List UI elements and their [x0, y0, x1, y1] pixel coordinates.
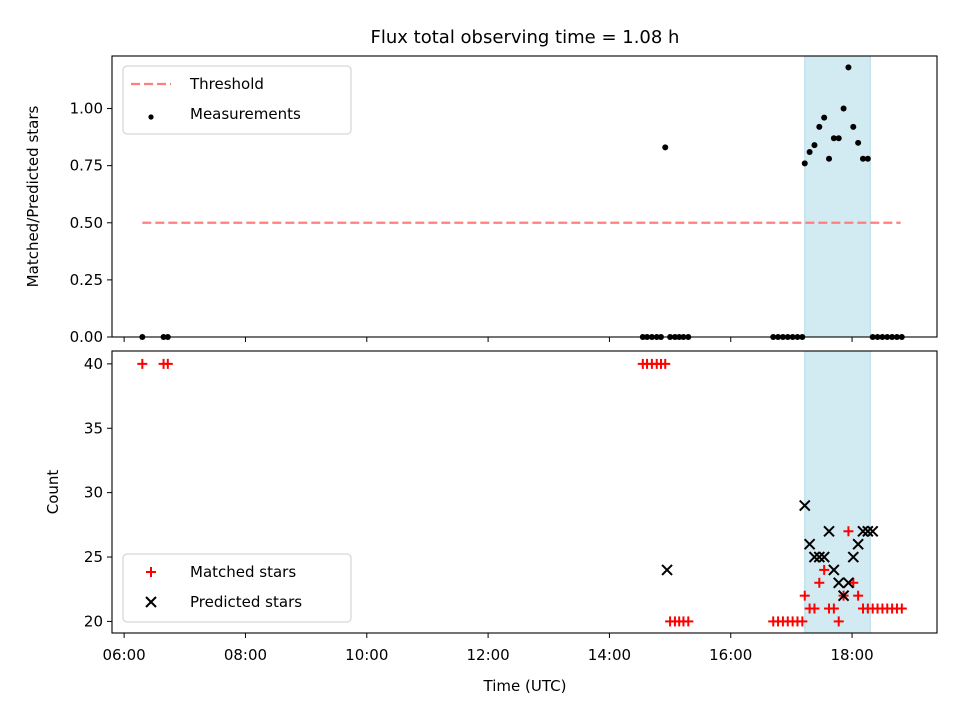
y-tick-label: 20 — [84, 612, 103, 630]
y-tick-label: 25 — [84, 548, 103, 566]
y-tick-label: 30 — [84, 484, 103, 502]
x-tick-label: 16:00 — [709, 646, 752, 664]
matched-star-point — [162, 358, 173, 369]
measurement-point — [816, 123, 823, 130]
x-tick-label: 14:00 — [588, 646, 631, 664]
measurement-point — [845, 64, 852, 71]
x-tick-label: 06:00 — [103, 646, 146, 664]
measurement-point — [855, 139, 862, 146]
measurement-point — [850, 123, 857, 130]
y-axis-label: Matched/Predicted stars — [24, 106, 42, 288]
legend: Threshold Measurements — [122, 65, 352, 135]
predicted-star-point — [818, 551, 830, 563]
measurement-point — [806, 148, 813, 155]
predicted-star-point — [823, 525, 835, 537]
matched-star-point — [833, 616, 844, 627]
measurement-point — [811, 142, 818, 149]
legend-matched-swatch — [146, 567, 156, 577]
measurement-point — [801, 160, 808, 167]
matched-star-point — [819, 564, 830, 575]
legend-label: Predicted stars — [190, 593, 302, 611]
y-axis-label: Count — [44, 470, 62, 515]
predicted-star-point — [847, 551, 859, 563]
matched-star-point — [843, 526, 854, 537]
measurement-point — [840, 105, 847, 112]
bottom-panel: 20 25 30 35 40 06:00 08:00 10:00 12:00 14:00 16:00… — [44, 350, 938, 664]
x-axis-label: Time (UTC) — [483, 677, 567, 695]
y-tick-label: 40 — [84, 355, 103, 373]
predicted-star-point — [862, 525, 874, 537]
matched-star-point — [683, 616, 694, 627]
y-tick-label: 0.25 — [70, 271, 103, 289]
x-tick-label: 12:00 — [466, 646, 509, 664]
shaded-span — [804, 55, 871, 338]
predicted-star-point — [808, 551, 821, 563]
legend-box — [122, 553, 352, 623]
matched-star-point — [137, 358, 148, 369]
measurement-point — [662, 144, 669, 151]
predicted-star-point — [866, 525, 879, 537]
measurement-point — [859, 155, 866, 162]
axes-frame — [111, 55, 938, 338]
x-tick-label: 18:00 — [830, 646, 873, 664]
measurement-point — [830, 135, 837, 142]
y-tick-label: 0.50 — [70, 214, 103, 232]
matched-star-point — [896, 603, 907, 614]
predicted-star-point — [837, 589, 850, 602]
legend: Matched stars Predicted stars — [122, 553, 352, 623]
y-tick-label: 35 — [84, 419, 103, 437]
predicted-star-point — [799, 499, 811, 512]
matched-star-point — [660, 358, 671, 369]
matched-star-point — [828, 603, 839, 614]
predicted-star-point — [833, 577, 845, 589]
y-tick-label: 1.00 — [70, 100, 103, 118]
chart-title: Flux total observing time = 1.08 h — [371, 27, 680, 48]
matched-star-point — [848, 577, 859, 588]
predicted-star-point — [842, 577, 855, 589]
matched-star-point — [814, 577, 825, 588]
legend-measurement-swatch — [148, 114, 154, 120]
y-tick-label: 0.00 — [70, 328, 103, 346]
matched-star-point — [809, 603, 820, 614]
legend-label: Matched stars — [190, 563, 296, 581]
x-tick-label: 08:00 — [224, 646, 267, 664]
legend-label: Threshold — [189, 75, 264, 93]
matched-star-point — [797, 616, 808, 627]
measurement-point — [821, 114, 828, 121]
x-tick-label: 10:00 — [345, 646, 388, 664]
measurement-point — [835, 135, 842, 142]
legend-label: Measurements — [190, 105, 301, 123]
legend-box — [122, 65, 352, 135]
predicted-star-point — [828, 564, 840, 576]
predicted-star-point — [661, 564, 673, 576]
shaded-span — [804, 350, 871, 634]
predicted-star-point — [803, 538, 816, 550]
measurement-point — [864, 155, 871, 162]
legend-predicted-swatch — [145, 596, 157, 608]
axes-frame — [111, 350, 938, 634]
matched-star-point — [853, 590, 864, 601]
matched-star-point — [799, 590, 810, 601]
y-tick-label: 0.75 — [70, 157, 103, 175]
predicted-star-point — [852, 538, 864, 550]
predicted-star-point — [813, 551, 826, 563]
predicted-star-point — [857, 525, 869, 537]
measurement-point — [826, 155, 833, 162]
top-panel: 0.00 0.25 0.50 0.75 1.00 Matched/Predicted st… — [24, 55, 938, 346]
